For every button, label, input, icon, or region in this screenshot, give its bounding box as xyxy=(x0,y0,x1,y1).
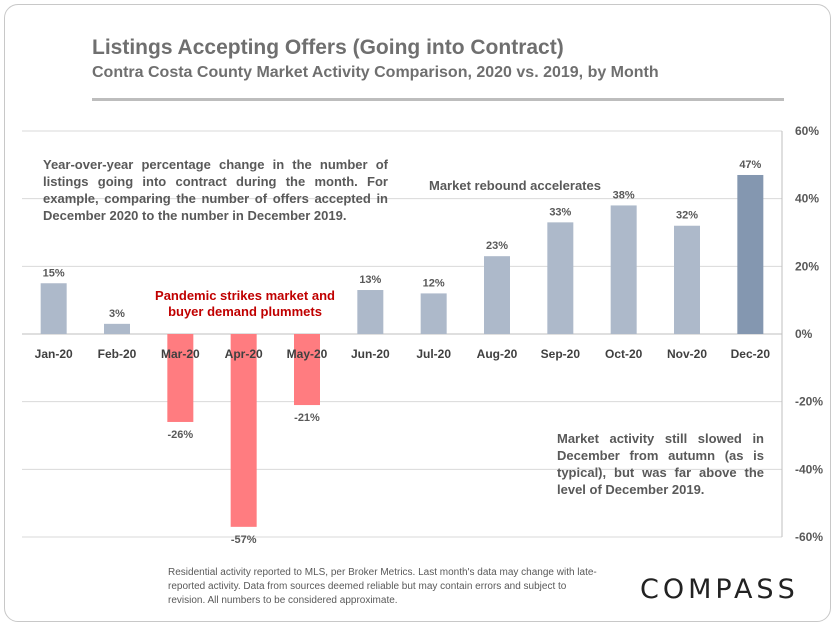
y-tick-label: -40% xyxy=(795,462,823,476)
compass-logo: COMPASS xyxy=(640,574,799,605)
bar xyxy=(40,283,67,334)
data-label: 38% xyxy=(613,189,635,201)
x-tick-label: Sep-20 xyxy=(541,347,581,361)
data-label: -21% xyxy=(294,412,320,424)
bar xyxy=(230,334,257,527)
x-tick-label: Mar-20 xyxy=(161,347,200,361)
x-tick-label: Jun-20 xyxy=(351,347,390,361)
bar xyxy=(737,174,764,334)
x-tick-label: Jan-20 xyxy=(35,347,73,361)
footer-disclaimer: Residential activity reported to MLS, pe… xyxy=(168,567,597,606)
y-tick-label: 60% xyxy=(795,124,819,138)
bar xyxy=(294,334,320,406)
bar xyxy=(104,323,130,334)
bar xyxy=(357,290,384,334)
title-divider xyxy=(92,98,784,101)
x-tick-label: Aug-20 xyxy=(477,347,518,361)
bar xyxy=(610,205,637,334)
y-tick-label: 40% xyxy=(795,192,819,206)
data-label: 47% xyxy=(739,159,761,171)
data-label: 3% xyxy=(109,308,125,320)
december-note: Market activity still slowed in December… xyxy=(557,431,764,497)
x-tick-label: Oct-20 xyxy=(605,347,643,361)
bar xyxy=(674,225,700,334)
bar xyxy=(484,256,510,334)
y-tick-label: -20% xyxy=(795,395,823,409)
x-tick-label: Apr-20 xyxy=(225,347,263,361)
bar xyxy=(167,334,194,422)
x-tick-label: Jul-20 xyxy=(416,347,451,361)
x-tick-label: Feb-20 xyxy=(98,347,137,361)
bar xyxy=(547,222,574,334)
bar xyxy=(420,293,447,334)
chart-title: Listings Accepting Offers (Going into Co… xyxy=(92,36,564,59)
x-tick-label: Nov-20 xyxy=(667,347,707,361)
pandemic-annotation: Pandemic strikes market and buyer demand… xyxy=(155,288,335,319)
data-label: 23% xyxy=(486,240,508,252)
data-label: 33% xyxy=(549,206,571,218)
chart-subtitle: Contra Costa County Market Activity Comp… xyxy=(92,64,659,81)
data-label: -57% xyxy=(231,534,257,546)
intro-note: Year-over-year percentage change in the … xyxy=(43,157,388,223)
data-label: 15% xyxy=(43,267,65,279)
y-tick-label: 20% xyxy=(795,259,819,273)
x-tick-label: May-20 xyxy=(287,347,328,361)
y-tick-label: 0% xyxy=(795,327,813,341)
rebound-annotation: Market rebound accelerates xyxy=(429,178,601,193)
data-label: -26% xyxy=(167,429,193,441)
data-label: 13% xyxy=(359,274,381,286)
x-tick-label: Dec-20 xyxy=(731,347,771,361)
data-label: 12% xyxy=(423,277,445,289)
data-label: 32% xyxy=(676,210,698,222)
y-tick-label: -60% xyxy=(795,530,823,544)
